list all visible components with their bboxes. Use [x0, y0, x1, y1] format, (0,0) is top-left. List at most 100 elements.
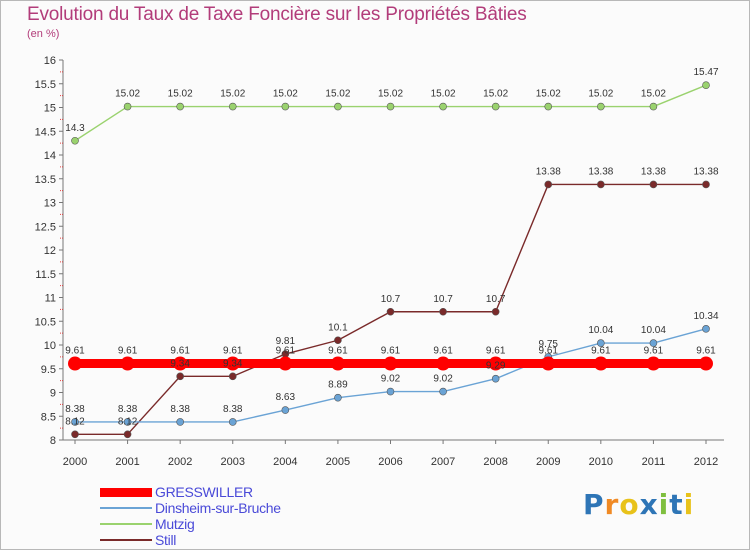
legend-label: Mutzig	[155, 516, 195, 532]
x-tick-label: 2002	[168, 456, 192, 468]
data-label: 8.63	[276, 392, 296, 403]
legend-label: Dinsheim-sur-Bruche	[155, 500, 281, 516]
data-point	[649, 339, 658, 347]
data-point	[488, 356, 503, 371]
data-label: 9.02	[433, 374, 453, 385]
data-label: 10.7	[381, 294, 401, 305]
data-point	[173, 356, 188, 371]
y-tick-label: 11	[45, 293, 56, 305]
data-point	[71, 418, 79, 426]
data-label: 9.34	[223, 358, 243, 369]
data-point	[597, 102, 605, 111]
y-tick-label: 9.5	[41, 364, 56, 376]
legend-label: GRESSWILLER	[155, 484, 253, 500]
legend-item: Dinsheim-sur-Bruche	[100, 500, 281, 516]
data-label: 9.61	[696, 346, 716, 357]
data-label: 15.02	[536, 89, 561, 100]
data-point	[439, 387, 447, 396]
logo-letter: i	[658, 488, 670, 521]
data-label: 15.47	[693, 67, 718, 78]
data-point	[439, 102, 447, 111]
x-tick-label: 2012	[694, 456, 718, 468]
data-point	[702, 180, 710, 189]
data-point	[491, 307, 500, 316]
data-label: 13.38	[588, 166, 613, 177]
x-tick-label: 2008	[483, 456, 507, 468]
data-point	[278, 356, 293, 371]
data-point	[646, 356, 661, 371]
data-point	[330, 356, 345, 371]
x-tick-label: 2004	[273, 456, 297, 468]
data-point	[593, 356, 608, 371]
data-label: 9.61	[486, 346, 506, 357]
data-label: 9.61	[276, 346, 296, 357]
data-label: 10.7	[433, 294, 453, 305]
chart-unit-label: (en %)	[27, 28, 60, 40]
data-label: 15.02	[168, 89, 193, 100]
x-tick-label: 2001	[115, 456, 139, 468]
data-label: 9.61	[381, 346, 401, 357]
y-tick-label: 8	[50, 435, 56, 447]
data-label: 15.02	[483, 89, 508, 100]
data-point	[597, 180, 605, 189]
data-point	[228, 372, 237, 381]
y-tick-label: 14	[44, 150, 56, 162]
y-tick-label: 15.5	[35, 79, 56, 91]
y-tick-label: 11.5	[35, 269, 56, 281]
legend-item: Mutzig	[100, 516, 281, 532]
y-tick-label: 15	[44, 103, 56, 115]
data-label: 10.1	[328, 322, 348, 333]
data-point	[71, 136, 79, 145]
data-point	[544, 180, 553, 189]
data-point	[281, 406, 290, 414]
logo-letter: x	[639, 488, 659, 521]
y-tick-label: 13.5	[35, 174, 56, 186]
x-tick-label: 2005	[326, 456, 350, 468]
logo-letter: o	[619, 488, 640, 521]
data-label: 15.02	[273, 89, 298, 100]
data-point	[386, 102, 395, 111]
data-label: 8.12	[118, 416, 138, 427]
data-label: 9.81	[276, 336, 296, 347]
legend-item: GRESSWILLER	[100, 484, 281, 500]
data-label: 15.02	[325, 89, 350, 100]
data-label: 9.75	[539, 339, 559, 350]
data-point	[123, 430, 132, 439]
x-tick-label: 2000	[63, 456, 87, 468]
logo-letter: P	[583, 488, 605, 521]
logo-letter: i	[683, 488, 695, 521]
x-tick-label: 2009	[536, 456, 560, 468]
data-label: 13.38	[693, 166, 718, 177]
data-label: 10.04	[641, 325, 666, 336]
data-point	[71, 430, 79, 439]
data-label: 9.61	[223, 346, 243, 357]
data-point	[176, 102, 184, 111]
data-point	[386, 387, 395, 396]
data-label: 13.38	[641, 166, 666, 177]
data-point	[491, 374, 500, 383]
data-label: 15.02	[588, 89, 613, 100]
data-point	[386, 307, 395, 316]
data-point	[544, 102, 553, 111]
x-tick-label: 2011	[642, 456, 666, 468]
data-label: 9.34	[170, 358, 190, 369]
y-tick-label: 16	[44, 55, 56, 67]
data-label: 10.04	[588, 325, 613, 336]
logo-letter: t	[669, 488, 684, 521]
data-label: 8.12	[65, 416, 85, 427]
data-point	[334, 336, 342, 345]
data-label: 8.38	[65, 404, 85, 415]
legend-swatch	[100, 487, 152, 497]
data-label: 9.61	[539, 346, 559, 357]
data-label: 10.7	[486, 294, 506, 305]
data-label: 9.29	[486, 361, 506, 372]
data-point	[176, 418, 184, 426]
data-point	[228, 418, 237, 426]
data-label: 13.38	[536, 166, 561, 177]
legend-label: Still	[155, 532, 177, 548]
data-point	[225, 356, 240, 371]
data-point	[228, 102, 237, 111]
data-point	[439, 307, 447, 316]
data-label: 9.61	[170, 346, 190, 357]
x-tick-label: 2003	[221, 456, 245, 468]
